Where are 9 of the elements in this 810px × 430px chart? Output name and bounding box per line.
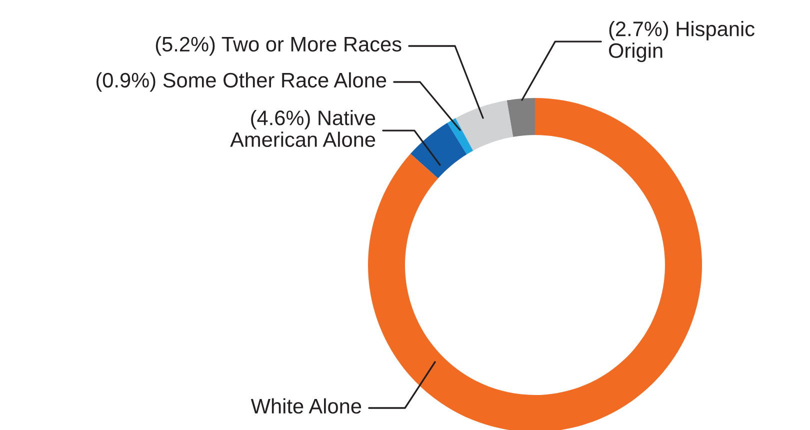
donut-slice [410, 122, 467, 178]
donut-slice [455, 100, 514, 151]
donut-slice [506, 98, 535, 137]
slice-label: (2.7%) Hispanic Origin [608, 21, 754, 62]
donut-slice [447, 118, 474, 154]
slice-label: (5.2%) Two or More Races [156, 36, 402, 56]
slice-label: (4.6%) Native American Alone [230, 110, 376, 147]
slice-label: White Alone [250, 398, 362, 414]
slice-label: (0.9%) Some Other Race Alone [96, 72, 386, 92]
